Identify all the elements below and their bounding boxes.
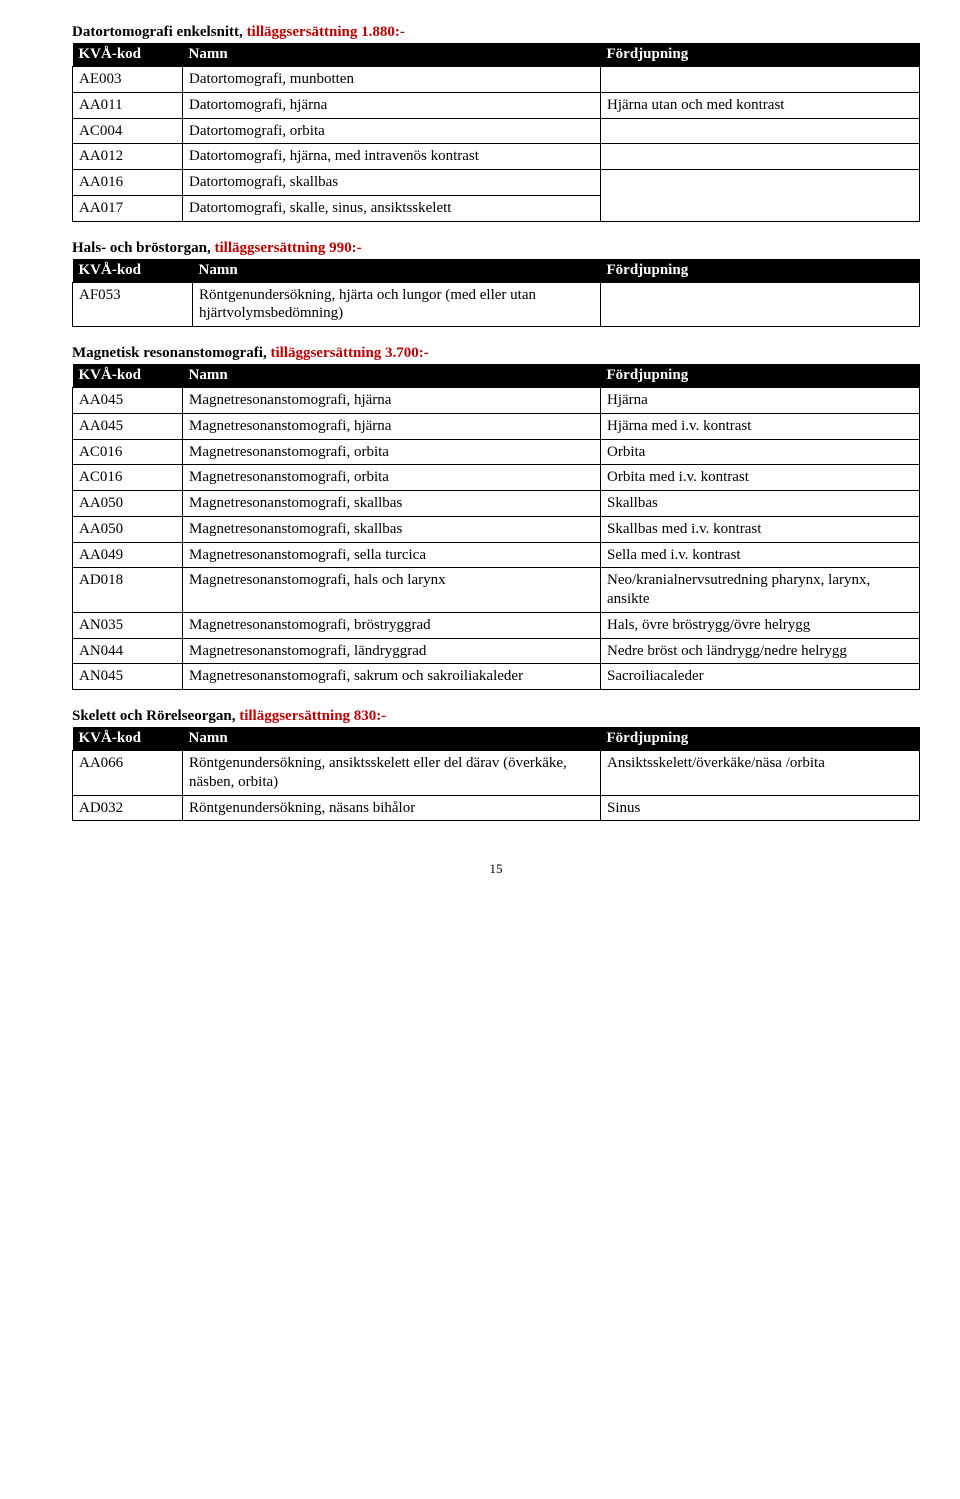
table-header-row: KVÅ-kod Namn Fördjupning — [73, 259, 920, 283]
table-row: AA045Magnetresonanstomografi, hjärnaHjär… — [73, 388, 920, 414]
section-title: Datortomografi enkelsnitt, tilläggsersät… — [72, 24, 920, 41]
table-row: AC004Datortomografi, orbita — [73, 118, 920, 144]
table-magnetisk: KVÅ-kod Namn Fördjupning AA045Magnetreso… — [72, 364, 920, 690]
table-row: AA050Magnetresonanstomografi, skallbasSk… — [73, 491, 920, 517]
col-name: Namn — [183, 364, 601, 388]
table-row: AA066Röntgenundersökning, ansiktsskelett… — [73, 751, 920, 796]
table-row: AN035Magnetresonanstomografi, bröstryggr… — [73, 612, 920, 638]
title-text: Skelett och Rörelseorgan, — [72, 708, 239, 724]
table-row: AA016Datortomografi, skallbas — [73, 170, 920, 196]
table-row: AD032Röntgenundersökning, näsans bihålor… — [73, 795, 920, 821]
section-title: Magnetisk resonanstomografi, tilläggsers… — [72, 345, 920, 362]
table-hals-brostorgan: KVÅ-kod Namn Fördjupning AF053Röntgenund… — [72, 259, 920, 328]
col-depth: Fördjupning — [601, 364, 920, 388]
table-row: AC016Magnetresonanstomografi, orbitaOrbi… — [73, 439, 920, 465]
title-red: tilläggsersättning 1.880:- — [247, 24, 405, 40]
title-red: tilläggsersättning 830:- — [239, 708, 386, 724]
title-text: Hals- och bröstorgan, — [72, 240, 215, 256]
table-row: AA049Magnetresonanstomografi, sella turc… — [73, 542, 920, 568]
col-depth: Fördjupning — [601, 727, 920, 751]
col-name: Namn — [183, 727, 601, 751]
col-depth: Fördjupning — [601, 259, 920, 283]
table-row: AD018Magnetresonanstomografi, hals och l… — [73, 568, 920, 613]
page-number: 15 — [72, 861, 920, 877]
table-row: AC016Magnetresonanstomografi, orbitaOrbi… — [73, 465, 920, 491]
title-red: tilläggsersättning 3.700:- — [270, 345, 428, 361]
table-row: AN044Magnetresonanstomografi, ländryggra… — [73, 638, 920, 664]
table-row: AA045Magnetresonanstomografi, hjärnaHjär… — [73, 413, 920, 439]
table-row: AF053Röntgenundersökning, hjärta och lun… — [73, 282, 920, 327]
section-title: Skelett och Rörelseorgan, tilläggsersätt… — [72, 708, 920, 725]
table-header-row: KVÅ-kod Namn Fördjupning — [73, 727, 920, 751]
col-code: KVÅ-kod — [73, 43, 183, 67]
col-code: KVÅ-kod — [73, 259, 193, 283]
table-row: AA012Datortomografi, hjärna, med intrave… — [73, 144, 920, 170]
table-header-row: KVÅ-kod Namn Fördjupning — [73, 364, 920, 388]
table-row: AE003Datortomografi, munbotten — [73, 67, 920, 93]
col-depth: Fördjupning — [601, 43, 920, 67]
table-row: AA011Datortomografi, hjärnaHjärna utan o… — [73, 92, 920, 118]
table-header-row: KVÅ-kod Namn Fördjupning — [73, 43, 920, 67]
col-name: Namn — [193, 259, 601, 283]
col-code: KVÅ-kod — [73, 727, 183, 751]
table-row: AN045Magnetresonanstomografi, sakrum och… — [73, 664, 920, 690]
table-datortomografi: KVÅ-kod Namn Fördjupning AE003Datortomog… — [72, 43, 920, 222]
title-text: Datortomografi enkelsnitt, — [72, 24, 247, 40]
col-code: KVÅ-kod — [73, 364, 183, 388]
table-row: AA050Magnetresonanstomografi, skallbasSk… — [73, 516, 920, 542]
table-skelett: KVÅ-kod Namn Fördjupning AA066Röntgenund… — [72, 727, 920, 821]
title-red: tilläggsersättning 990:- — [215, 240, 362, 256]
title-text: Magnetisk resonanstomografi, — [72, 345, 270, 361]
col-name: Namn — [183, 43, 601, 67]
section-title: Hals- och bröstorgan, tilläggsersättning… — [72, 240, 920, 257]
